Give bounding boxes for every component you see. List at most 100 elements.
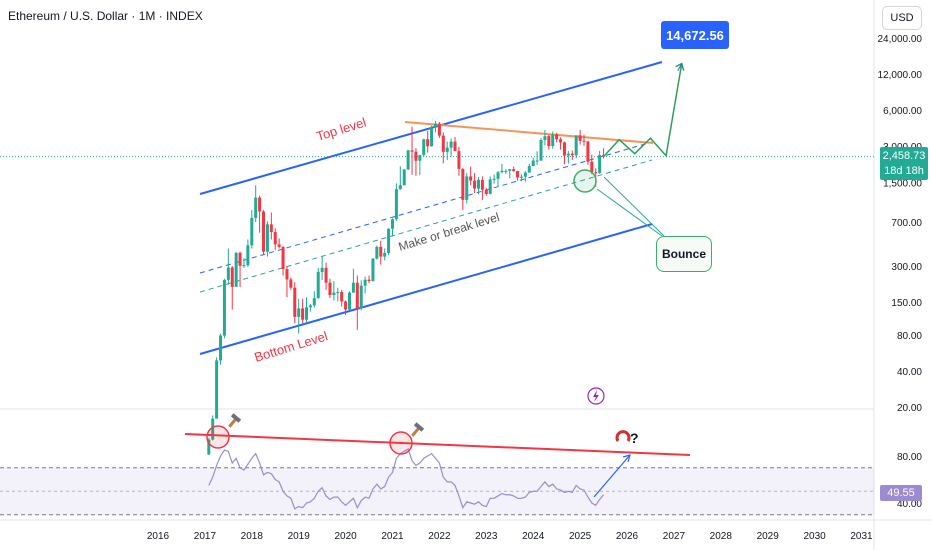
candle-body	[211, 418, 215, 440]
candle-body	[238, 252, 242, 266]
candle-body	[273, 232, 277, 245]
candle-body	[457, 151, 461, 169]
candle-body	[441, 135, 445, 152]
candle-body	[242, 265, 246, 267]
candle-body	[461, 168, 465, 200]
candle-body	[312, 298, 316, 306]
question-mark: ?	[630, 430, 639, 446]
candle-body	[355, 282, 359, 309]
year-tick-5: 2021	[381, 531, 404, 542]
price-tick-0: 24,000.00	[878, 34, 923, 45]
candle-body	[418, 155, 422, 161]
bounce-circle	[573, 169, 597, 193]
candle-body	[406, 150, 410, 170]
candle-body	[254, 197, 258, 218]
currency-selector[interactable]: USD	[882, 6, 922, 30]
candle-body	[226, 267, 230, 280]
rsi-peak-circle-2	[389, 431, 413, 455]
candle-body	[246, 245, 250, 266]
candle-body	[250, 217, 254, 246]
candle-body	[570, 153, 574, 156]
bounce-pointer-2	[603, 176, 665, 237]
candle-body	[305, 307, 309, 320]
candle-body	[500, 170, 504, 173]
candle-body	[297, 308, 301, 317]
price-tick-5: 700.00	[891, 218, 922, 229]
hammer-icon-handle	[411, 426, 421, 437]
candle-body	[375, 246, 379, 259]
year-tick-3: 2019	[288, 531, 311, 542]
year-tick-9: 2025	[569, 531, 592, 542]
candle-body	[367, 279, 371, 282]
last-price-label: 2,458.73 18d 18h	[880, 147, 928, 180]
candle-body	[547, 136, 551, 147]
candle-body	[480, 179, 484, 190]
candle-body	[215, 360, 219, 419]
candle-body	[316, 271, 320, 299]
bounce-callout[interactable]: Bounce	[656, 236, 712, 272]
year-tick-6: 2022	[428, 531, 451, 542]
candle-body	[582, 140, 586, 142]
candle-body	[363, 279, 367, 286]
symbol-title: Ethereum / U.S. Dollar · 1M · INDEX	[8, 9, 203, 23]
candle-body	[445, 147, 449, 152]
rsi-line	[208, 448, 605, 510]
candle-body	[324, 267, 328, 283]
candle-body	[285, 269, 289, 280]
year-tick-4: 2020	[334, 531, 357, 542]
rsi-band-fill	[0, 467, 874, 515]
candle-body	[586, 141, 590, 162]
candle-body	[410, 150, 414, 152]
candle-body	[527, 166, 531, 173]
candle-body	[426, 139, 430, 147]
projection-path	[602, 63, 683, 158]
candle-body	[269, 224, 273, 233]
candle-body	[590, 161, 594, 173]
candle-body	[344, 301, 348, 310]
candle-body	[574, 135, 578, 156]
candle-body	[539, 140, 543, 161]
candle-body	[222, 279, 226, 336]
candle-body	[433, 123, 437, 128]
price-tick-9: 40.00	[897, 367, 922, 378]
rsi-peak-circle-1	[206, 425, 230, 449]
candle-body	[390, 219, 394, 229]
resistance-line	[404, 121, 654, 144]
candle-body	[398, 185, 402, 190]
candle-body	[219, 335, 223, 361]
target-connector	[677, 63, 683, 71]
candle-body	[512, 169, 516, 172]
candle-body	[387, 228, 391, 253]
price-tick-7: 150.00	[891, 298, 922, 309]
rsi-tick-1: 40.00	[897, 499, 922, 510]
candle-body	[348, 292, 351, 310]
candle-body	[394, 189, 398, 220]
year-tick-12: 2028	[710, 531, 733, 542]
year-tick-7: 2023	[475, 531, 498, 542]
candle-body	[308, 305, 312, 308]
year-tick-1: 2017	[194, 531, 217, 542]
candle-body	[258, 197, 262, 212]
candle-body	[516, 171, 520, 178]
candle-body	[578, 135, 582, 141]
candle-body	[492, 178, 496, 180]
lightning-icon	[593, 390, 599, 402]
candle-body	[566, 153, 570, 156]
target-price-label[interactable]: 14,672.56	[661, 21, 729, 49]
candle-body	[328, 282, 332, 296]
candle-body	[332, 292, 336, 296]
candle-body	[422, 139, 426, 156]
candle-body	[340, 292, 344, 302]
candle-body	[301, 308, 305, 320]
year-tick-8: 2024	[522, 531, 545, 542]
candle-body	[336, 292, 340, 294]
last-price-value: 2,458.73	[882, 150, 926, 162]
price-tick-8: 80.00	[897, 331, 922, 342]
candle-body	[351, 282, 355, 293]
rsi-trend-line	[184, 433, 691, 456]
candle-body	[496, 172, 500, 179]
candle-body	[371, 258, 375, 282]
candle-body	[598, 155, 602, 173]
